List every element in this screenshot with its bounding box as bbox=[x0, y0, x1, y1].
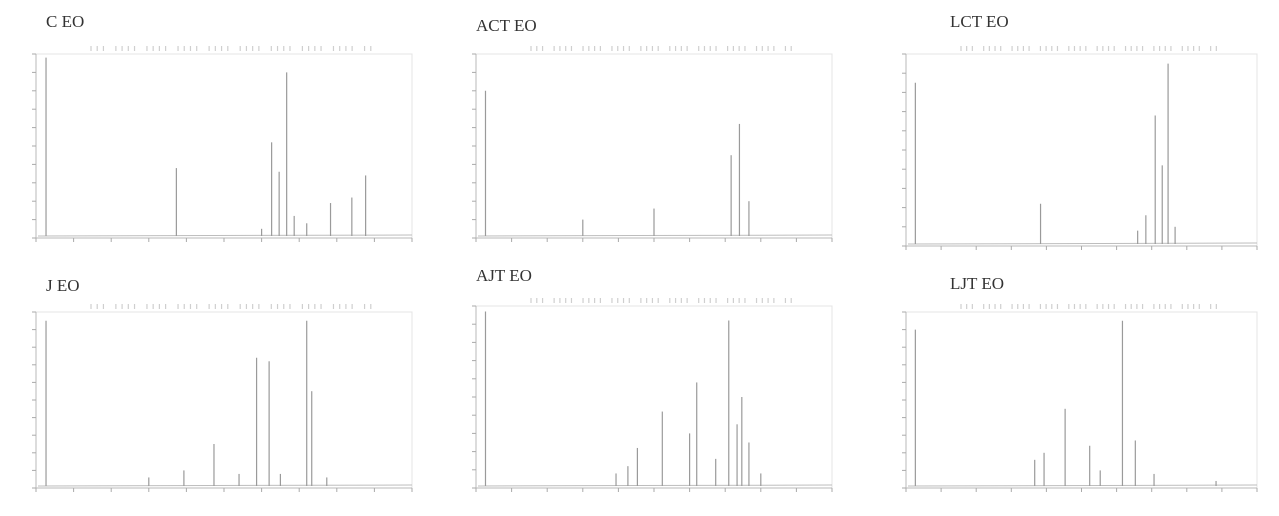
panel-title-ajt-eo: AJT EO bbox=[476, 266, 532, 285]
chromatogram-act-eo bbox=[472, 46, 833, 242]
baseline bbox=[37, 234, 413, 237]
chromatogram-c-eo bbox=[32, 46, 413, 242]
panel-title-lct-eo: LCT EO bbox=[950, 12, 1009, 31]
plot-frame bbox=[905, 311, 1258, 489]
plot-frame bbox=[905, 53, 1258, 247]
plot-frame bbox=[475, 305, 833, 489]
baseline bbox=[37, 484, 413, 487]
panel-title-ljt-eo: LJT EO bbox=[950, 274, 1004, 293]
panel-title-j-eo: J EO bbox=[46, 276, 80, 295]
plot-frame bbox=[35, 53, 413, 239]
baseline bbox=[907, 484, 1258, 487]
panel-title-c-eo: C EO bbox=[46, 12, 85, 31]
plot-frame bbox=[35, 311, 413, 489]
chromatogram-j-eo bbox=[32, 304, 413, 492]
chromatogram-lct-eo bbox=[902, 46, 1258, 250]
panel-title-act-eo: ACT EO bbox=[476, 16, 537, 35]
chromatogram-ljt-eo bbox=[902, 304, 1258, 492]
baseline bbox=[477, 234, 833, 237]
chromatogram-ajt-eo bbox=[472, 298, 833, 492]
baseline bbox=[477, 484, 833, 487]
baseline bbox=[907, 242, 1258, 245]
